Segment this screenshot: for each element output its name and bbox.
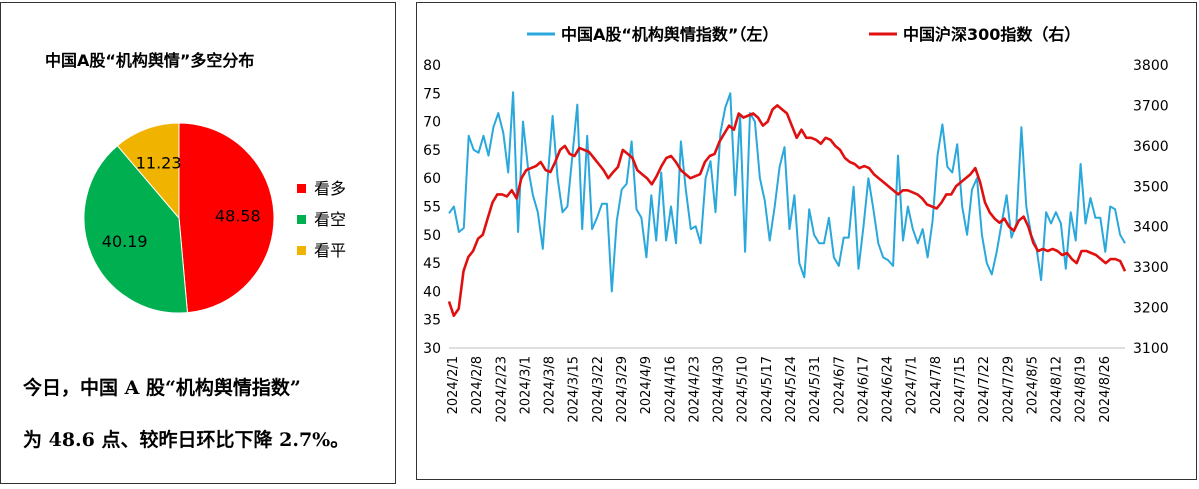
x-tick-label: 2024/4/30 xyxy=(712,356,727,423)
x-tick-label: 2024/4/23 xyxy=(687,356,702,423)
y-left-tick-label: 35 xyxy=(423,313,441,329)
x-tick-label: 2024/4/9 xyxy=(639,356,654,414)
x-tick-label: 2024/3/22 xyxy=(591,356,606,423)
legend-label: 看多 xyxy=(314,179,346,198)
legend-swatch xyxy=(297,246,306,255)
summary-line-1: 今日，中国 A 股“机构舆情指数” xyxy=(23,377,301,399)
x-tick-label: 2024/7/1 xyxy=(905,356,920,414)
y-left-tick-label: 65 xyxy=(423,143,441,159)
y-right-tick-label: 3200 xyxy=(1133,301,1169,317)
sentiment-index-line-panel: 30 35 40 45 50 55 60 65 70 75 80 3100 3200 3300 3400 35… xyxy=(416,2,1197,480)
x-tick-label: 2024/5/10 xyxy=(736,356,751,423)
legend-label: 看空 xyxy=(314,210,346,229)
x-tick-label: 2024/7/22 xyxy=(977,356,992,423)
x-tick-label: 2024/2/1 xyxy=(446,356,461,414)
y-left-tick-label: 50 xyxy=(423,228,441,244)
y-right-tick-label: 3600 xyxy=(1133,139,1169,155)
pie-value-label: 11.23 xyxy=(136,154,182,173)
sentiment-distribution-panel: 中国A股“机构舆情”多空分布 48.58 40.19 11.23 看多看空看平 今日，… xyxy=(0,2,396,484)
y-left-tick-label: 60 xyxy=(423,171,441,187)
x-tick-label: 2024/8/12 xyxy=(1050,356,1065,423)
series-line-csi300 xyxy=(447,104,1127,318)
x-tick-label: 2024/6/17 xyxy=(856,356,871,423)
pie-slice-看多 xyxy=(178,122,275,314)
x-tick-label: 2024/8/5 xyxy=(1025,356,1040,414)
legend-swatch xyxy=(297,215,306,224)
y-left-tick-label: 70 xyxy=(423,115,441,131)
x-tick-label: 2024/5/31 xyxy=(808,356,823,423)
y-left-tick-label: 40 xyxy=(423,284,441,300)
x-tick-label: 2024/5/17 xyxy=(760,356,775,423)
y-right-tick-label: 3500 xyxy=(1133,179,1169,195)
legend-label: 看平 xyxy=(314,241,346,260)
legend-series-name: 中国A股“机构舆情指数”（左） xyxy=(561,25,778,44)
x-tick-label: 2024/3/8 xyxy=(543,356,558,414)
x-tick-label: 2024/3/15 xyxy=(567,356,582,423)
y-left-tick-label: 45 xyxy=(423,256,441,272)
pie-slice-看空 xyxy=(83,144,189,314)
y-right-tick-label: 3300 xyxy=(1133,260,1169,276)
x-tick-label: 2024/7/8 xyxy=(929,356,944,414)
y-right-tick-label: 3800 xyxy=(1133,58,1169,74)
y-left-tick-label: 80 xyxy=(423,58,441,74)
y-right-tick-label: 3700 xyxy=(1133,98,1169,114)
line-chart: 30 35 40 45 50 55 60 65 70 75 80 3100 3200 3300 3400 35… xyxy=(423,25,1169,423)
x-tick-label: 2024/8/19 xyxy=(1074,356,1089,423)
x-tick-label: 2024/3/1 xyxy=(518,356,533,414)
y-left-tick-label: 30 xyxy=(423,341,441,357)
pie-value-label: 40.19 xyxy=(102,232,148,251)
pie-value-label: 48.58 xyxy=(215,206,261,225)
pie-slice-看平 xyxy=(116,122,180,220)
x-tick-label: 2024/7/15 xyxy=(953,356,968,423)
x-tick-label: 2024/2/23 xyxy=(494,356,509,423)
legend-swatch xyxy=(297,184,306,193)
x-tick-label: 2024/5/24 xyxy=(784,356,799,423)
x-tick-label: 2024/2/8 xyxy=(470,356,485,414)
y-left-tick-label: 55 xyxy=(423,200,441,216)
x-tick-label: 2024/6/7 xyxy=(832,356,847,414)
summary-line-2: 为 48.6 点、较昨日环比下降 2.7%。 xyxy=(23,429,350,451)
x-tick-label: 2024/7/29 xyxy=(1001,356,1016,423)
y-right-tick-label: 3100 xyxy=(1133,341,1169,357)
x-tick-label: 2024/3/29 xyxy=(615,356,630,423)
y-left-tick-label: 75 xyxy=(423,86,441,102)
x-tick-label: 2024/6/24 xyxy=(881,356,896,423)
series-line-sentiment-index xyxy=(448,91,1126,293)
x-tick-label: 2024/4/16 xyxy=(663,356,678,423)
x-tick-label: 2024/8/26 xyxy=(1098,356,1113,423)
legend-series-name: 中国沪深300指数（右） xyxy=(903,25,1080,44)
pie-chart-title: 中国A股“机构舆情”多空分布 xyxy=(45,51,255,70)
y-right-tick-label: 3400 xyxy=(1133,220,1169,236)
